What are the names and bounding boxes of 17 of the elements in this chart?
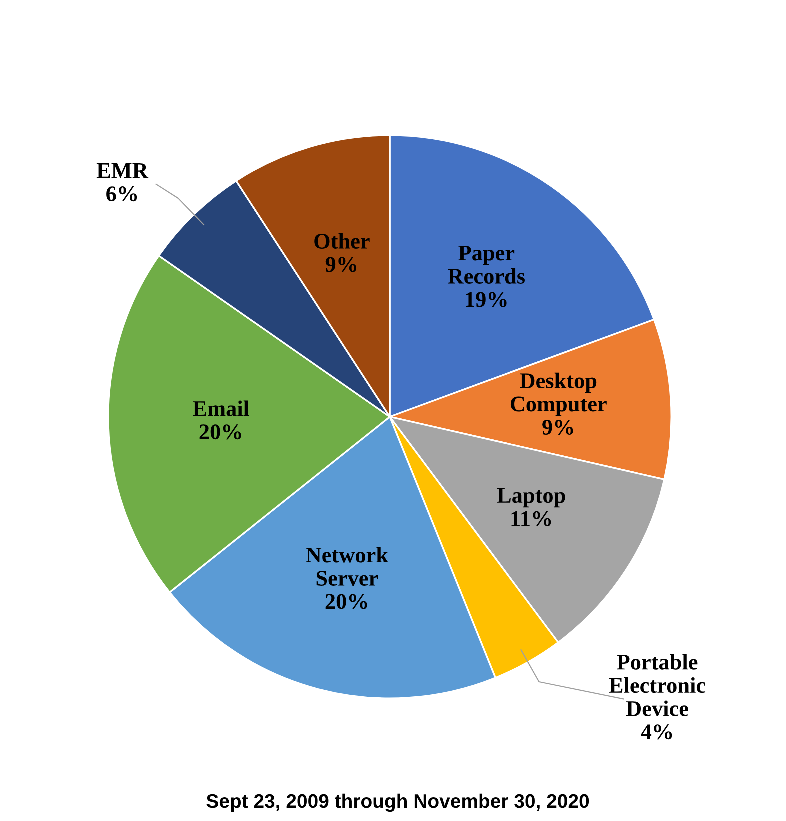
data-label: 6% <box>106 186 138 202</box>
data-label: 4% <box>641 724 672 740</box>
data-label: 20% <box>326 594 368 610</box>
slice-label: Laptop <box>497 488 566 508</box>
slice-label: Paper Records <box>448 246 525 284</box>
data-label: 9% <box>542 420 574 436</box>
data-label: 20% <box>200 424 242 440</box>
data-label: 11% <box>512 511 552 526</box>
slice-label: Portable Electronic Device <box>609 654 706 716</box>
text: Sept 23, 2009 through November 30, 2020 <box>206 794 590 812</box>
slice-label: Other <box>314 233 370 249</box>
slice-label: EMR <box>96 164 149 178</box>
slice-label: Network Server <box>306 547 388 586</box>
data-label: 19% <box>466 292 507 308</box>
data-label: 9% <box>326 257 357 272</box>
slice-label: Email <box>193 400 250 416</box>
slice-label: Desktop Computer <box>510 372 607 416</box>
